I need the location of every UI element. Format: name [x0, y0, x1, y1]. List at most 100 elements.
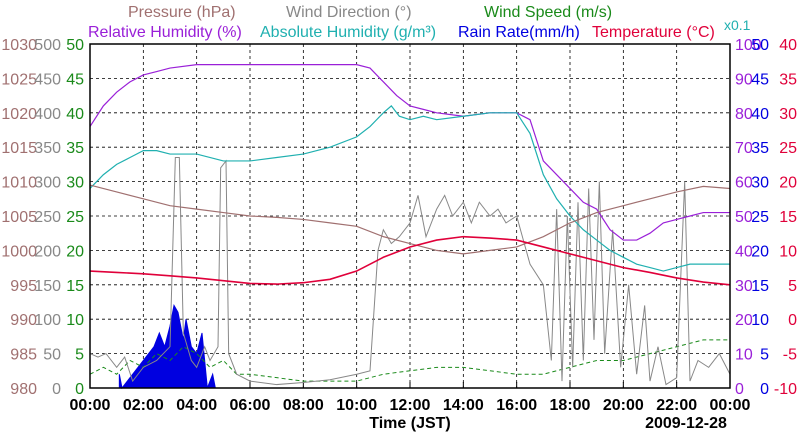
relative-humidity-axis-tick: 30 — [735, 278, 753, 295]
legend-wind-direction: Wind Direction (°) — [286, 4, 412, 21]
rain-rate-axis-tick: 25 — [751, 209, 769, 226]
wind-speed-axis-tick: 30 — [66, 175, 84, 192]
x-tick-label: 14:00 — [443, 397, 484, 414]
pressure-axis-tick: 985 — [10, 347, 37, 364]
x-axis: 00:00 02:00 04:00 06:00 08:00 10:00 12:00 14:00… — [70, 382, 751, 414]
pressure-axis-tick: 1020 — [1, 106, 37, 123]
pressure-axis-tick: 1005 — [1, 209, 37, 226]
x-tick-label: 10:00 — [336, 397, 377, 414]
date-label: 2009-12-28 — [645, 415, 727, 432]
relative-humidity-axis-tick: 40 — [735, 243, 753, 260]
temperature-axis-tick: -5 — [783, 347, 797, 364]
x-tick-label: 00:00 — [70, 397, 111, 414]
legend-absolute-humidity: Absolute Humidity (g/m³) — [260, 24, 436, 41]
temperature-axis-tick: 25 — [779, 140, 797, 157]
pressure-line — [89, 184, 731, 255]
temperature-axis-tick: 30 — [779, 106, 797, 123]
wind-direction-axis-tick: 0 — [52, 381, 61, 398]
legend-rain-rate: Rain Rate(mm/h) — [458, 24, 580, 41]
wind-speed-axis-tick: 0 — [75, 381, 84, 398]
wind-direction-axis-tick: 400 — [34, 106, 61, 123]
temperature-axis-tick: 5 — [788, 278, 797, 295]
wind-direction-line — [89, 157, 731, 386]
wind-speed-axis-tick: 20 — [66, 243, 84, 260]
wind-direction-axis-tick: 100 — [34, 312, 61, 329]
wind-speed-axis-tick: 35 — [66, 140, 84, 157]
x-tick-label: 18:00 — [550, 397, 591, 414]
wind-direction-axis-tick: 300 — [34, 175, 61, 192]
rain-rate-axis-tick: 45 — [751, 71, 769, 88]
rain-rate-axis-tick: 35 — [751, 140, 769, 157]
x-tick-label: 04:00 — [176, 397, 217, 414]
temperature-axis-tick: 0 — [788, 312, 797, 329]
pressure-axis-tick: 1015 — [1, 140, 37, 157]
right-axes: 1009080706050403020100504540353025201510… — [735, 37, 797, 398]
rain-rate-axis-tick: 50 — [751, 37, 769, 54]
pressure-axis-tick: 1000 — [1, 243, 37, 260]
pressure-axis-tick: 1010 — [1, 175, 37, 192]
wind-speed-axis-tick: 10 — [66, 312, 84, 329]
wind-direction-axis-tick: 500 — [34, 37, 61, 54]
x-tick-label: 06:00 — [230, 397, 271, 414]
rain-rate-axis-tick: 40 — [751, 106, 769, 123]
rain-rate-axis-tick: 0 — [760, 381, 769, 398]
grid-lines — [90, 44, 730, 388]
wind-direction-axis-tick: 150 — [34, 278, 61, 295]
wind-direction-axis-tick: 250 — [34, 209, 61, 226]
temperature-axis-tick: 10 — [779, 243, 797, 260]
rain-rate-axis-tick: 30 — [751, 175, 769, 192]
relative-humidity-axis-tick: 80 — [735, 106, 753, 123]
plot-frame — [89, 43, 731, 389]
x-tick-label: 20:00 — [603, 397, 644, 414]
temperature-line — [89, 235, 731, 286]
abs-humidity-scale-note: x0.1 — [724, 17, 751, 33]
pressure-axis-tick: 995 — [10, 278, 37, 295]
legend-pressure: Pressure (hPa) — [128, 4, 236, 21]
x-tick-label: 08:00 — [283, 397, 324, 414]
relative-humidity-axis-tick: 50 — [735, 209, 753, 226]
relative-humidity-axis-tick: 60 — [735, 175, 753, 192]
x-axis-label: Time (JST) — [369, 415, 451, 432]
absolute-humidity-line — [89, 105, 730, 272]
wind-speed-line — [89, 339, 730, 382]
wind-direction-axis-tick: 200 — [34, 243, 61, 260]
wind-speed-axis-tick: 25 — [66, 209, 84, 226]
temperature-axis-tick: -10 — [774, 381, 797, 398]
legend-wind-speed: Wind Speed (m/s) — [484, 4, 612, 21]
plot-series — [89, 64, 731, 390]
wind-speed-axis-tick: 15 — [66, 278, 84, 295]
relative-humidity-axis-tick: 10 — [735, 347, 753, 364]
x-tick-label: 16:00 — [496, 397, 537, 414]
legend-temperature: Temperature (°C) — [592, 24, 715, 41]
rain-rate-axis-tick: 5 — [760, 347, 769, 364]
temperature-axis-tick: 15 — [779, 209, 797, 226]
relative-humidity-axis-tick: 70 — [735, 140, 753, 157]
relative-humidity-axis-tick: 90 — [735, 71, 753, 88]
rain-rate-axis-tick: 10 — [751, 312, 769, 329]
wind-speed-axis-tick: 45 — [66, 71, 84, 88]
pressure-axis-tick: 1025 — [1, 71, 37, 88]
wind-direction-axis-tick: 450 — [34, 71, 61, 88]
x-tick-label: 22:00 — [656, 397, 697, 414]
left-axes: 1030102510201015101010051000995990985980… — [1, 37, 84, 398]
x-tick-label: 00:00 — [710, 397, 751, 414]
relative-humidity-axis-tick: 0 — [735, 381, 744, 398]
wind-speed-axis-tick: 40 — [66, 106, 84, 123]
pressure-axis-tick: 980 — [10, 381, 37, 398]
wind-speed-axis-tick: 50 — [66, 37, 84, 54]
wind-speed-axis-tick: 5 — [75, 347, 84, 364]
wind-direction-axis-tick: 350 — [34, 140, 61, 157]
relative-humidity-axis-tick: 20 — [735, 312, 753, 329]
rain-rate-axis-tick: 20 — [751, 243, 769, 260]
relative-humidity-axis-tick: 100 — [735, 37, 762, 54]
rain-rate-axis-tick: 15 — [751, 278, 769, 295]
temperature-axis-tick: 20 — [779, 175, 797, 192]
wind-direction-axis-tick: 50 — [43, 347, 61, 364]
pressure-axis-tick: 1030 — [1, 37, 37, 54]
pressure-axis-tick: 990 — [10, 312, 37, 329]
x-tick-label: 02:00 — [123, 397, 164, 414]
rain-rate-area — [118, 304, 216, 390]
x-tick-label: 12:00 — [390, 397, 431, 414]
legend-relative-humidity: Relative Humidity (%) — [88, 24, 242, 41]
